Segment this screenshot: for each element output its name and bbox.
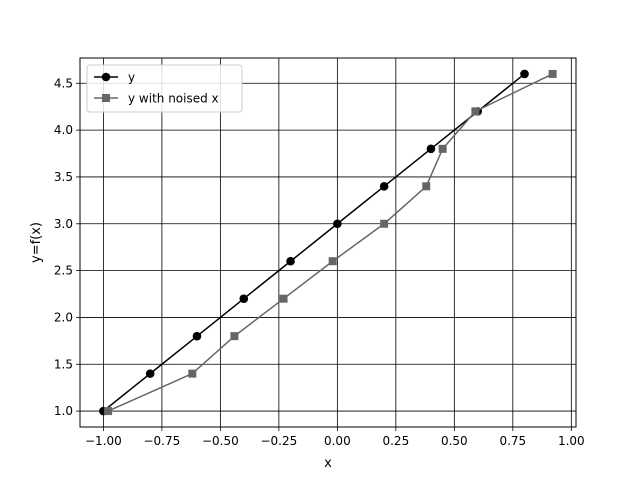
legend: y y with noised x bbox=[86, 64, 243, 113]
data-point bbox=[230, 332, 239, 341]
data-point bbox=[333, 219, 342, 229]
data-point bbox=[192, 331, 202, 341]
y-tick-label: 4.0 bbox=[54, 123, 73, 137]
x-tick-label: 1.00 bbox=[558, 434, 585, 448]
legend-box bbox=[86, 64, 243, 113]
y-tick-label: 3.5 bbox=[54, 170, 73, 184]
y-tick-label: 2.0 bbox=[54, 310, 73, 324]
data-point bbox=[328, 257, 337, 266]
data-point bbox=[438, 144, 447, 153]
data-point bbox=[426, 144, 436, 154]
x-tick-label: 0.50 bbox=[441, 434, 468, 448]
data-point bbox=[520, 69, 529, 79]
y-tick-label: 4.5 bbox=[54, 76, 73, 90]
y-tick-label: 3.0 bbox=[54, 217, 73, 231]
y-tick-label: 1.0 bbox=[54, 404, 73, 418]
x-tick-label: −0.50 bbox=[202, 434, 239, 448]
legend-label: y bbox=[128, 71, 135, 85]
y-tick-label: 1.5 bbox=[54, 357, 73, 371]
y-tick-label: 2.5 bbox=[54, 264, 73, 278]
x-tick-label: −0.25 bbox=[260, 434, 297, 448]
series-1 bbox=[99, 69, 529, 416]
x-tick-label: 0.00 bbox=[324, 434, 351, 448]
series-layer bbox=[99, 69, 557, 416]
axis-ticks: −1.00 −0.75 −0.50 −0.25 0.00 0.25 0.50 0.75 1.00… bbox=[54, 76, 585, 448]
x-tick-label: −1.00 bbox=[85, 434, 122, 448]
data-point bbox=[145, 369, 155, 378]
data-point bbox=[379, 182, 389, 191]
series-2 bbox=[104, 69, 557, 416]
x-tick-label: 0.25 bbox=[382, 434, 409, 448]
legend-marker bbox=[102, 94, 110, 102]
series-line bbox=[107, 73, 553, 412]
grid-lines bbox=[80, 58, 576, 427]
data-point bbox=[380, 219, 389, 228]
data-point bbox=[286, 256, 295, 266]
series-line bbox=[102, 73, 525, 412]
data-point bbox=[279, 294, 288, 303]
plot-frame bbox=[79, 57, 577, 428]
legend-marker bbox=[101, 72, 111, 82]
data-point bbox=[422, 182, 431, 191]
x-tick-label: −0.75 bbox=[143, 434, 180, 448]
data-point bbox=[239, 294, 249, 303]
y-axis-label: y=f(x) bbox=[29, 222, 44, 263]
data-point bbox=[471, 107, 480, 116]
legend-entry: y bbox=[94, 71, 135, 85]
x-axis-label: x bbox=[324, 456, 332, 471]
x-tick-label: 0.75 bbox=[499, 434, 526, 448]
legend-label: y with noised x bbox=[128, 92, 219, 106]
data-point bbox=[104, 407, 113, 416]
data-point bbox=[188, 369, 197, 378]
legend-entry: y with noised x bbox=[94, 92, 219, 106]
data-point bbox=[548, 69, 557, 78]
